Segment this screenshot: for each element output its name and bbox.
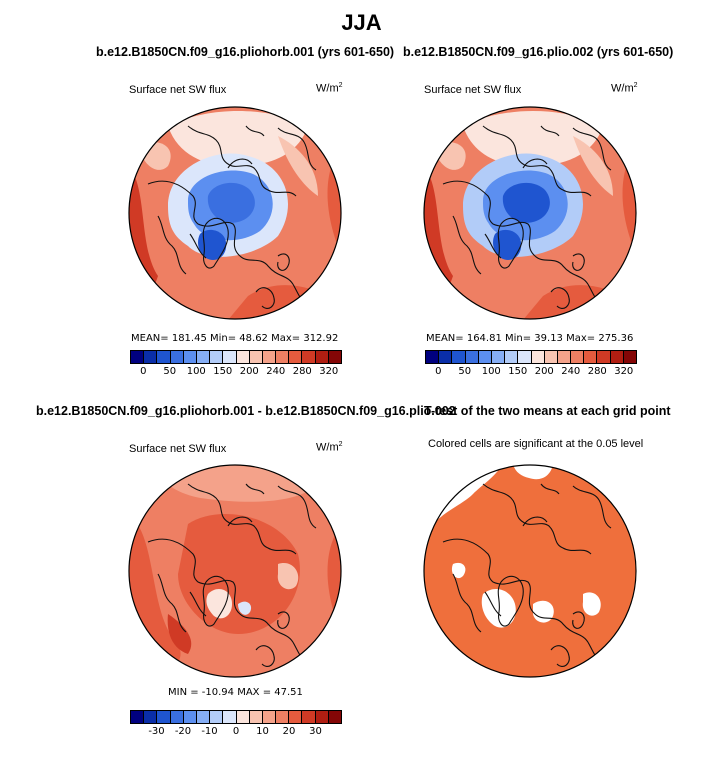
colorbar-tick-label: 240 — [266, 366, 286, 377]
colorbar-swatch — [584, 351, 598, 363]
colorbar-tick-label: 20 — [282, 726, 296, 737]
colorbar-swatch — [262, 351, 277, 363]
colorbar-swatch — [505, 351, 519, 363]
panel2-variable-label: Surface net SW flux — [424, 84, 522, 96]
colorbar-swatch — [426, 351, 440, 363]
colorbar-tick-label: 0 — [435, 366, 442, 377]
panel1-units-label: W/m2 — [316, 82, 343, 95]
colorbar-swatch — [571, 351, 585, 363]
colorbar-tick-label: 10 — [256, 726, 269, 737]
colorbar-tick-label: 30 — [309, 726, 322, 737]
colorbar-tick-label: 0 — [232, 726, 240, 737]
colorbar-tick-label: 100 — [481, 366, 501, 377]
colorbar-swatch — [276, 351, 290, 363]
colorbar-swatch — [170, 351, 184, 363]
panel1-variable-label: Surface net SW flux — [129, 84, 227, 96]
colorbar-swatch — [210, 711, 224, 723]
colorbar-swatch — [210, 351, 224, 363]
colorbar-swatch — [236, 351, 250, 363]
colorbar-tick-label: 240 — [561, 366, 581, 377]
colorbar-swatch — [249, 711, 263, 723]
panel2-title: b.e12.B1850CN.f09_g16.plio.002 (yrs 601-… — [403, 45, 674, 59]
colorbar-swatch — [557, 351, 572, 363]
colorbar-swatch — [452, 351, 466, 363]
colorbar-swatch — [328, 711, 341, 723]
colorbar-tick-label: 320 — [319, 366, 339, 377]
colorbar-swatch — [249, 351, 263, 363]
colorbar-swatch — [170, 711, 184, 723]
colorbar-swatch — [315, 351, 329, 363]
panel3-colorbar — [130, 710, 342, 724]
colorbar-swatch — [518, 351, 532, 363]
colorbar-swatch — [289, 351, 303, 363]
colorbar-swatch — [302, 351, 316, 363]
colorbar-tick-label: 150 — [508, 366, 528, 377]
colorbar-swatch — [315, 711, 329, 723]
panel2-stats: MEAN= 164.81 Min= 39.13 Max= 275.36 — [426, 333, 634, 344]
colorbar-swatch — [623, 351, 636, 363]
colorbar-tick-label: 320 — [614, 366, 634, 377]
colorbar-swatch — [328, 351, 341, 363]
panel1-title: b.e12.B1850CN.f09_g16.pliohorb.001 (yrs … — [96, 45, 395, 59]
colorbar-swatch — [144, 711, 158, 723]
colorbar-swatch — [531, 351, 545, 363]
panel3-variable-label: Surface net SW flux — [129, 443, 227, 455]
colorbar-swatch — [289, 711, 303, 723]
colorbar-swatch — [597, 351, 611, 363]
panel3-stats: MIN = -10.94 MAX = 47.51 — [168, 687, 303, 698]
colorbar-swatch — [157, 351, 171, 363]
panel4-significance-map — [423, 464, 637, 678]
colorbar-swatch — [131, 351, 145, 363]
panel1-colorbar — [130, 350, 342, 364]
colorbar-swatch — [302, 711, 316, 723]
panel1-polar-map — [128, 106, 342, 320]
colorbar-swatch — [610, 351, 624, 363]
colorbar-tick-label: -20 — [174, 726, 192, 737]
panel2-units-label: W/m2 — [611, 82, 638, 95]
colorbar-tick-label: 50 — [458, 366, 472, 377]
colorbar-tick-label: 280 — [292, 366, 312, 377]
panel3-units-label: W/m2 — [316, 441, 343, 454]
colorbar-swatch — [183, 351, 197, 363]
colorbar-tick-label: -10 — [201, 726, 218, 737]
colorbar-swatch — [236, 711, 250, 723]
colorbar-tick-label: 0 — [140, 366, 147, 377]
panel2-polar-map — [423, 106, 637, 320]
panel4-title: T-test of the two means at each grid poi… — [424, 404, 671, 418]
colorbar-swatch — [223, 711, 237, 723]
figure-title: JJA — [341, 10, 382, 35]
colorbar-swatch — [144, 351, 158, 363]
colorbar-swatch — [544, 351, 558, 363]
colorbar-swatch — [491, 351, 506, 363]
colorbar-tick-label: 100 — [186, 366, 206, 377]
colorbar-tick-label: 50 — [163, 366, 177, 377]
colorbar-tick-label: 150 — [213, 366, 233, 377]
colorbar-swatch — [465, 351, 479, 363]
panel3-difference-map — [128, 464, 342, 678]
panel4-note: Colored cells are significant at the 0.0… — [428, 438, 644, 450]
colorbar-tick-label: 200 — [534, 366, 554, 377]
colorbar-swatch — [183, 711, 197, 723]
panel2-colorbar — [425, 350, 637, 364]
panel1-stats: MEAN= 181.45 Min= 48.62 Max= 312.92 — [131, 333, 339, 344]
colorbar-swatch — [439, 351, 453, 363]
colorbar-tick-label: -30 — [148, 726, 165, 737]
colorbar-swatch — [157, 711, 171, 723]
colorbar-swatch — [262, 711, 277, 723]
colorbar-tick-label: 280 — [587, 366, 607, 377]
colorbar-swatch — [196, 351, 211, 363]
colorbar-swatch — [223, 351, 237, 363]
colorbar-swatch — [131, 711, 145, 723]
colorbar-swatch — [196, 711, 211, 723]
colorbar-swatch — [478, 351, 492, 363]
colorbar-swatch — [276, 711, 290, 723]
colorbar-tick-label: 200 — [239, 366, 259, 377]
panel3-title: b.e12.B1850CN.f09_g16.pliohorb.001 - b.e… — [36, 404, 456, 418]
